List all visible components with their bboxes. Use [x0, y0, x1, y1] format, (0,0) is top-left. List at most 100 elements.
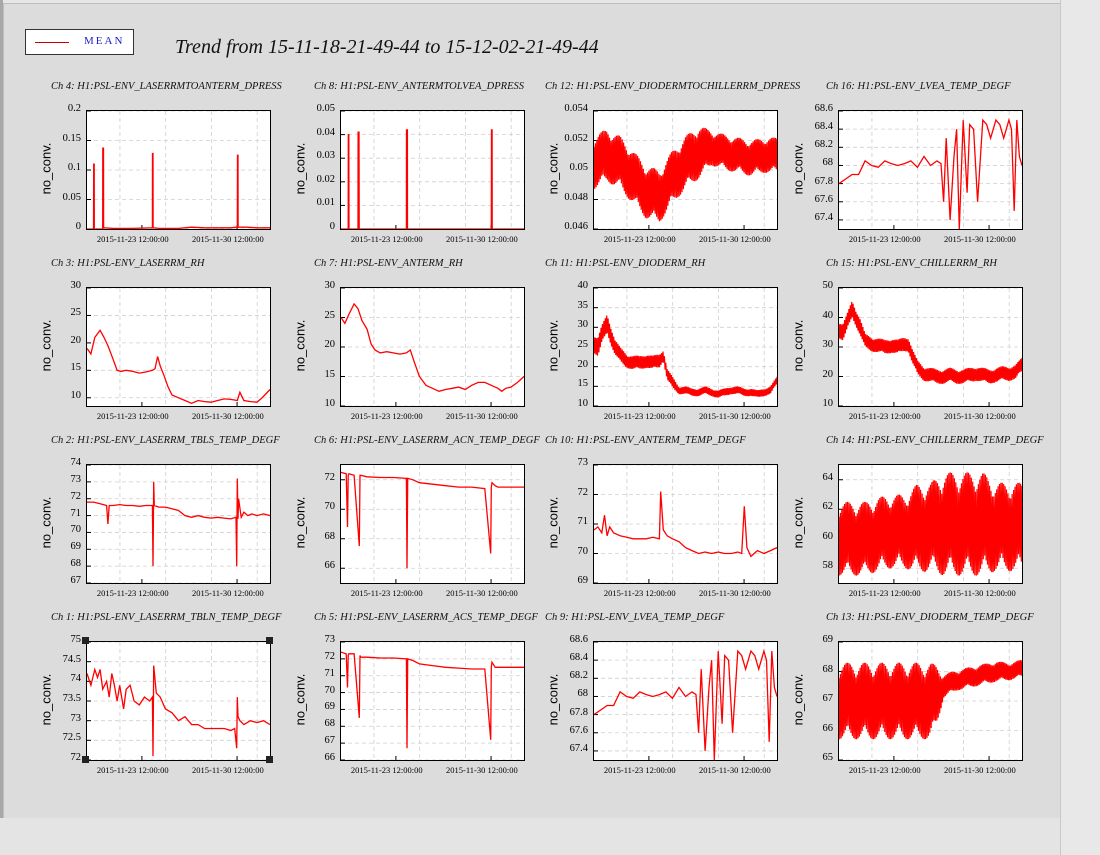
chart-title: Ch 11: H1:PSL-ENV_DIODERM_RH: [545, 258, 706, 269]
y-tick-label: 67: [324, 735, 336, 747]
y-tick-label: 25: [577, 339, 589, 350]
selection-handle[interactable]: [82, 756, 89, 763]
y-tick-label: 74.5: [62, 653, 81, 665]
y-tick-label: 0.05: [316, 103, 335, 114]
chart-title: Ch 10: H1:PSL-ENV_ANTERM_TEMP_DEGF: [545, 435, 746, 446]
selection-handle[interactable]: [266, 637, 273, 644]
series-line: [87, 478, 270, 567]
plot-area[interactable]: [838, 110, 1023, 230]
x-tick-label: 2015-11-30 12:00:00: [446, 765, 518, 775]
x-tick-label: 2015-11-23 12:00:00: [848, 588, 921, 598]
bottom-strip: [0, 818, 1060, 855]
y-tick-label: 30: [70, 280, 82, 291]
chart-svg: [839, 642, 1022, 760]
chart-title: Ch 4: H1:PSL-ENV_LASERRMTOANTERM_DPRESS: [51, 81, 282, 92]
x-tick-label: 2015-11-23 12:00:00: [603, 588, 676, 598]
series-line: [87, 147, 270, 229]
plot-area[interactable]: [593, 287, 778, 407]
right-scroll-strip[interactable]: [1060, 0, 1100, 855]
y-tick-label: 0.046: [564, 221, 588, 232]
plot-area[interactable]: [86, 641, 271, 761]
y-tick-label: 30: [324, 280, 336, 291]
chart-svg: [87, 642, 270, 760]
y-tick-label: 0.2: [67, 103, 81, 114]
plot-area[interactable]: [838, 287, 1023, 407]
chart-svg: [87, 465, 270, 583]
y-tick-label: 68.2: [569, 670, 588, 682]
y-tick-label: 0.1: [67, 162, 81, 173]
x-tick-label: 2015-11-30 12:00:00: [446, 234, 518, 244]
legend-label: MEAN: [84, 35, 125, 47]
chart-title: Ch 13: H1:PSL-ENV_DIODERM_TEMP_DEGF: [826, 612, 1034, 623]
plot-area[interactable]: [340, 464, 525, 584]
y-tick-label: 0.05: [62, 191, 81, 203]
y-tick-label: 68: [70, 558, 82, 570]
y-tick-label: 69: [324, 701, 336, 713]
y-tick-label: 71: [70, 507, 82, 519]
y-tick-label: 68: [324, 718, 336, 730]
selection-handle[interactable]: [82, 637, 89, 644]
x-tick-label: 2015-11-30 12:00:00: [192, 765, 264, 775]
y-tick-label: 72: [70, 490, 82, 502]
x-tick-label: 2015-11-30 12:00:00: [192, 588, 264, 598]
y-tick-label: 72: [324, 650, 336, 662]
plot-area[interactable]: [593, 110, 778, 230]
series-line: [594, 315, 777, 398]
y-tick-label: 0.04: [316, 126, 335, 138]
y-tick-label: 35: [577, 299, 589, 311]
x-tick-label: 2015-11-30 12:00:00: [699, 234, 771, 244]
y-tick-label: 0: [329, 221, 335, 232]
plot-area[interactable]: [593, 641, 778, 761]
y-tick-label: 20: [324, 339, 336, 350]
chart-svg: [839, 111, 1022, 229]
x-tick-label: 2015-11-30 12:00:00: [699, 588, 771, 598]
y-tick-label: 73: [324, 634, 336, 645]
plot-area[interactable]: [340, 287, 525, 407]
plot-area[interactable]: [593, 464, 778, 584]
y-tick-label: 67.6: [814, 193, 833, 205]
y-tick-label: 0.05: [569, 162, 588, 173]
y-tick-label: 10: [324, 398, 336, 409]
plot-area[interactable]: [86, 464, 271, 584]
chart-svg: [341, 465, 524, 583]
chart-title: Ch 6: H1:PSL-ENV_LASERRM_ACN_TEMP_DEGF: [314, 435, 540, 446]
y-tick-label: 20: [70, 334, 82, 346]
x-tick-label: 2015-11-30 12:00:00: [944, 765, 1016, 775]
series-line: [839, 117, 1022, 229]
plot-area[interactable]: [86, 110, 271, 230]
y-tick-label: 66: [822, 722, 834, 734]
y-tick-label: 0.054: [564, 103, 588, 114]
x-tick-label: 2015-11-23 12:00:00: [350, 588, 423, 598]
y-tick-label: 70: [324, 501, 336, 513]
y-tick-label: 71: [577, 516, 589, 527]
x-tick-label: 2015-11-23 12:00:00: [350, 765, 423, 775]
x-tick-label: 2015-11-30 12:00:00: [699, 765, 771, 775]
y-tick-label: 68: [324, 530, 336, 542]
plot-area[interactable]: [838, 641, 1023, 761]
y-tick-label: 67.6: [569, 724, 588, 736]
y-tick-label: 67.4: [569, 742, 588, 754]
x-tick-label: 2015-11-23 12:00:00: [96, 411, 169, 421]
y-tick-label: 10: [577, 398, 589, 409]
series-line: [341, 471, 524, 569]
plot-area[interactable]: [86, 287, 271, 407]
y-tick-label: 0.03: [316, 150, 335, 162]
series-line: [341, 651, 524, 749]
y-tick-label: 70: [577, 545, 589, 557]
series-line: [341, 129, 524, 229]
chart-svg: [839, 465, 1022, 583]
y-tick-label: 15: [70, 362, 82, 374]
y-tick-label: 70: [70, 524, 82, 536]
y-tick-label: 20: [577, 358, 589, 370]
chart-svg: [594, 642, 777, 760]
legend-box: MEAN: [25, 29, 134, 55]
chart-title: Ch 12: H1:PSL-ENV_DIODERMTOCHILLERRM_DPR…: [545, 81, 801, 92]
plot-area[interactable]: [838, 464, 1023, 584]
series-line: [87, 665, 270, 757]
plot-area[interactable]: [340, 110, 525, 230]
selection-handle[interactable]: [266, 756, 273, 763]
plot-area[interactable]: [340, 641, 525, 761]
chart-svg: [594, 465, 777, 583]
chart-svg: [594, 288, 777, 406]
y-tick-label: 25: [70, 307, 82, 319]
